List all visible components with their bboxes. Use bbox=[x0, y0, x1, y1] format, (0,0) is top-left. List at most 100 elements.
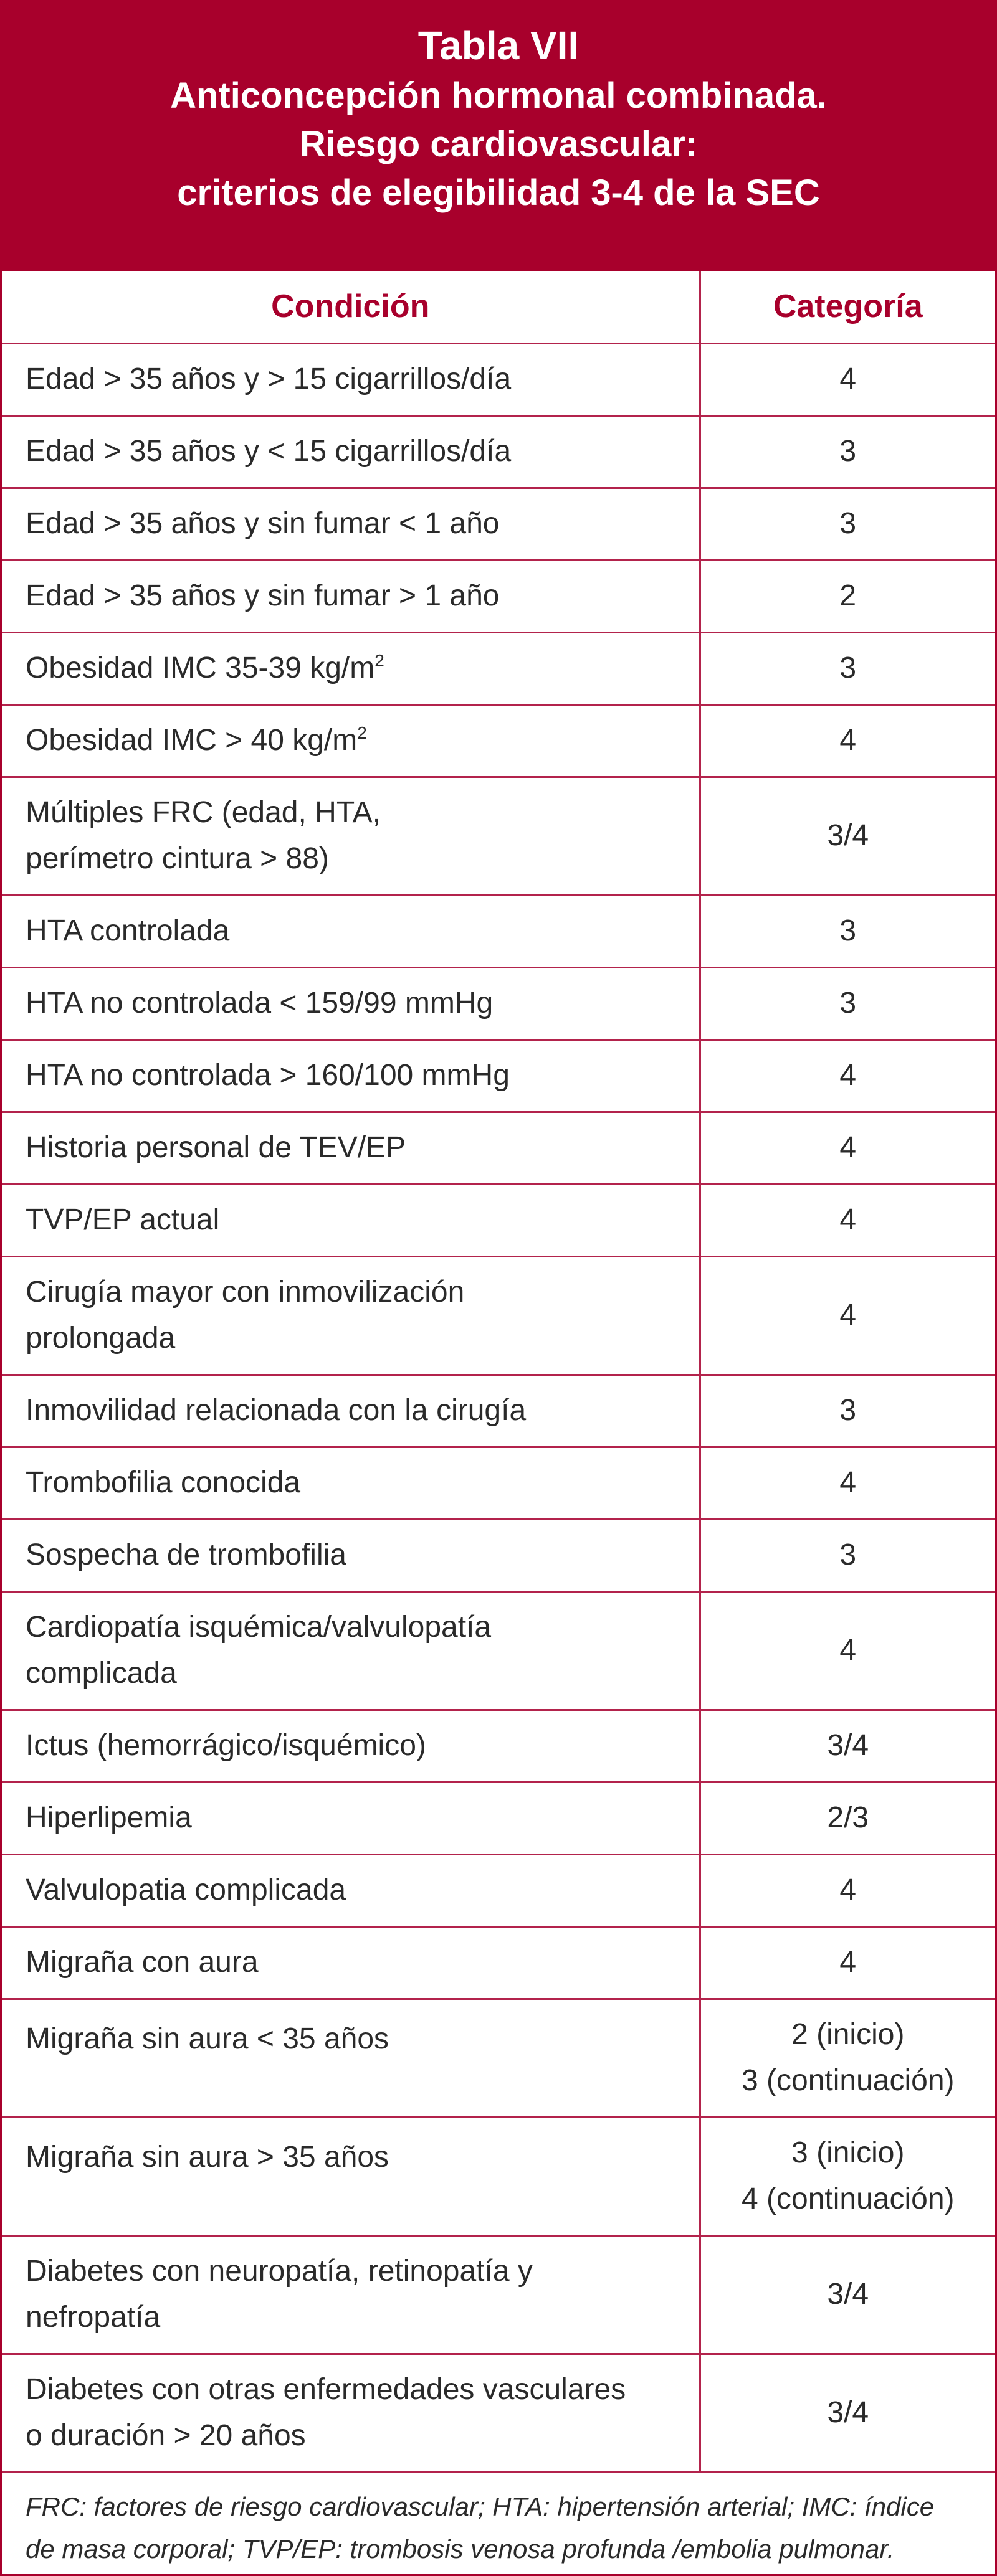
table-subtitle-line3: criterios de elegibilidad 3-4 de la SEC bbox=[177, 173, 820, 213]
column-header-condition: Condición bbox=[2, 271, 701, 344]
table-row: Sospecha de trombofilia 3 bbox=[2, 1519, 995, 1593]
condition-cell: Edad > 35 años y sin fumar > 1 año bbox=[2, 560, 701, 633]
condition-cell: Diabetes con neuropatía, retinopatía y ne… bbox=[2, 2235, 701, 2355]
condition-cell: Historia personal de TEV/EP bbox=[2, 1112, 701, 1185]
column-header-row: Condición Categoría bbox=[2, 271, 995, 344]
category-cell: 4 bbox=[700, 1039, 995, 1113]
table-row: Obesidad IMC 35-39 kg/m2 3 bbox=[2, 632, 995, 706]
table-footnote: FRC: factores de riesgo cardiovascular; … bbox=[2, 2473, 995, 2570]
category-cell: 4 bbox=[700, 1591, 995, 1711]
condition-cell: Inmovilidad relacionada con la cirugía bbox=[2, 1375, 701, 1448]
category-cell: 4 bbox=[700, 1854, 995, 1928]
category-cell: 3/4 bbox=[700, 2235, 995, 2355]
eligibility-table: Condición Categoría Edad > 35 años y > 1… bbox=[2, 271, 995, 2473]
column-header-category: Categoría bbox=[700, 271, 995, 344]
table-row: Cardiopatía isquémica/valvulopatía compli… bbox=[2, 1591, 995, 1711]
condition-line: Múltiples FRC (edad, HTA, bbox=[26, 796, 381, 829]
category-cell: 4 bbox=[700, 1447, 995, 1520]
condition-line: complicada bbox=[26, 1657, 177, 1690]
condition-cell: Migraña con aura bbox=[2, 1926, 701, 2000]
table-subtitle-line1: Anticoncepción hormonal combinada. bbox=[170, 75, 827, 116]
condition-line: perímetro cintura > 88) bbox=[26, 842, 329, 875]
table-row: Hiperlipemia 2/3 bbox=[2, 1782, 995, 1855]
condition-cell: HTA controlada bbox=[2, 895, 701, 968]
category-cell: 4 bbox=[700, 1256, 995, 1376]
table-row: Inmovilidad relacionada con la cirugía 3 bbox=[2, 1375, 995, 1448]
category-line: 2 (inicio) bbox=[791, 2018, 905, 2051]
condition-line: prolongada bbox=[26, 1322, 176, 1355]
table-subtitle-line2: Riesgo cardiovascular: bbox=[299, 124, 698, 164]
table-row: Trombofilia conocida 4 bbox=[2, 1447, 995, 1520]
table-title: Tabla VII bbox=[417, 23, 580, 68]
table-row: Edad > 35 años y > 15 cigarrillos/día 4 bbox=[2, 343, 995, 417]
category-cell: 3 bbox=[700, 1519, 995, 1593]
table-row: Diabetes con otras enfermedades vascular… bbox=[2, 2354, 995, 2473]
condition-line: o duración > 20 años bbox=[26, 2419, 306, 2452]
condition-cell: Edad > 35 años y < 15 cigarrillos/día bbox=[2, 415, 701, 489]
superscript: 2 bbox=[357, 723, 367, 742]
category-line: 4 (continuación) bbox=[741, 2182, 955, 2215]
table-row: Migraña con aura 4 bbox=[2, 1926, 995, 2000]
superscript: 2 bbox=[374, 651, 384, 670]
table-row: HTA controlada 3 bbox=[2, 895, 995, 968]
condition-cell: Hiperlipemia bbox=[2, 1782, 701, 1855]
condition-cell: Múltiples FRC (edad, HTA, perímetro cintu… bbox=[2, 777, 701, 896]
category-cell: 3 bbox=[700, 895, 995, 968]
condition-line: Cirugía mayor con inmovilización bbox=[26, 1276, 465, 1309]
category-cell: 3/4 bbox=[700, 1710, 995, 1783]
category-cell: 3/4 bbox=[700, 777, 995, 896]
category-line: 3 (continuación) bbox=[741, 2064, 955, 2097]
category-cell: 3 (inicio) 4 (continuación) bbox=[700, 2117, 995, 2237]
condition-cell: Cirugía mayor con inmovilización prolonga… bbox=[2, 1256, 701, 1376]
condition-line: Diabetes con neuropatía, retinopatía y bbox=[26, 2255, 533, 2288]
table-row: Múltiples FRC (edad, HTA, perímetro cintu… bbox=[2, 777, 995, 896]
condition-cell: Ictus (hemorrágico/isquémico) bbox=[2, 1710, 701, 1783]
condition-cell: Migraña sin aura > 35 años bbox=[2, 2117, 701, 2237]
table-header: Tabla VII Anticoncepción hormonal combin… bbox=[2, 2, 995, 271]
condition-line: nefropatía bbox=[26, 2301, 161, 2334]
condition-line: Cardiopatía isquémica/valvulopatía bbox=[26, 1611, 492, 1644]
table-row: Valvulopatia complicada 4 bbox=[2, 1854, 995, 1928]
table-row: Historia personal de TEV/EP 4 bbox=[2, 1112, 995, 1185]
condition-cell: Cardiopatía isquémica/valvulopatía compli… bbox=[2, 1591, 701, 1711]
table-row: Edad > 35 años y sin fumar < 1 año 3 bbox=[2, 488, 995, 561]
table-row: HTA no controlada < 159/99 mmHg 3 bbox=[2, 967, 995, 1041]
footnote-line: de masa corporal; TVP/EP: trombosis veno… bbox=[26, 2534, 895, 2564]
condition-cell: HTA no controlada < 159/99 mmHg bbox=[2, 967, 701, 1041]
table-row: Edad > 35 años y < 15 cigarrillos/día 3 bbox=[2, 415, 995, 489]
table-row: Ictus (hemorrágico/isquémico) 3/4 bbox=[2, 1710, 995, 1783]
category-cell: 3 bbox=[700, 632, 995, 706]
table-row: Migraña sin aura > 35 años 3 (inicio) 4 (… bbox=[2, 2117, 995, 2237]
category-cell: 3 bbox=[700, 967, 995, 1041]
table-row: Migraña sin aura < 35 años 2 (inicio) 3 (… bbox=[2, 1999, 995, 2118]
footnote-line: FRC: factores de riesgo cardiovascular; … bbox=[26, 2491, 935, 2521]
condition-cell: TVP/EP actual bbox=[2, 1184, 701, 1257]
category-cell: 4 bbox=[700, 1184, 995, 1257]
condition-cell: Trombofilia conocida bbox=[2, 1447, 701, 1520]
category-cell: 2 (inicio) 3 (continuación) bbox=[700, 1999, 995, 2118]
category-line: 3 (inicio) bbox=[791, 2136, 905, 2169]
condition-cell: Migraña sin aura < 35 años bbox=[2, 1999, 701, 2118]
category-cell: 4 bbox=[700, 343, 995, 417]
condition-cell: Sospecha de trombofilia bbox=[2, 1519, 701, 1593]
category-cell: 4 bbox=[700, 1112, 995, 1185]
condition-line: Diabetes con otras enfermedades vascular… bbox=[26, 2373, 626, 2406]
condition-text: Obesidad IMC > 40 kg/m bbox=[26, 724, 358, 757]
table-row: HTA no controlada > 160/100 mmHg 4 bbox=[2, 1039, 995, 1113]
condition-text: Obesidad IMC 35-39 kg/m bbox=[26, 651, 375, 684]
condition-cell: Edad > 35 años y > 15 cigarrillos/día bbox=[2, 343, 701, 417]
table-row: Cirugía mayor con inmovilización prolonga… bbox=[2, 1256, 995, 1376]
condition-cell: Diabetes con otras enfermedades vascular… bbox=[2, 2354, 701, 2473]
table-row: Obesidad IMC > 40 kg/m2 4 bbox=[2, 704, 995, 778]
category-cell: 4 bbox=[700, 1926, 995, 2000]
condition-cell: Valvulopatia complicada bbox=[2, 1854, 701, 1928]
table-row: Edad > 35 años y sin fumar > 1 año 2 bbox=[2, 560, 995, 633]
table-row: Diabetes con neuropatía, retinopatía y ne… bbox=[2, 2235, 995, 2355]
category-cell: 3 bbox=[700, 415, 995, 489]
category-cell: 3/4 bbox=[700, 2354, 995, 2473]
category-cell: 3 bbox=[700, 488, 995, 561]
category-cell: 2/3 bbox=[700, 1782, 995, 1855]
condition-cell: Edad > 35 años y sin fumar < 1 año bbox=[2, 488, 701, 561]
table-row: TVP/EP actual 4 bbox=[2, 1184, 995, 1257]
